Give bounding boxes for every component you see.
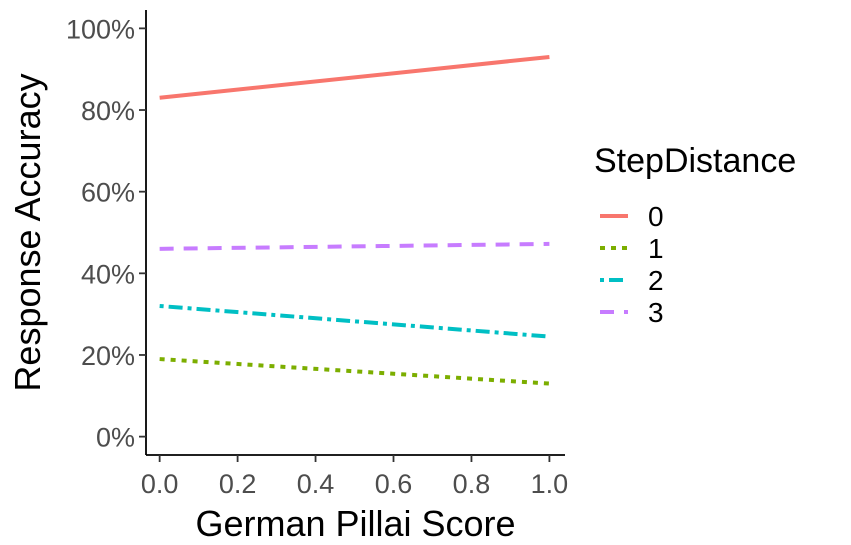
legend-item-1: 1 — [600, 233, 664, 264]
y-tick-label: 20% — [81, 341, 135, 371]
legend-label-1: 1 — [648, 233, 664, 264]
series-line-0 — [159, 54, 550, 100]
y-tick-label: 80% — [81, 96, 135, 126]
axes — [145, 10, 565, 456]
y-tick-label: 0% — [96, 423, 135, 453]
x-tick-label: 0.2 — [219, 469, 257, 499]
x-tick-label: 0.0 — [141, 469, 179, 499]
y-axis-ticks: 0% 20% 40% 60% 80% 100% — [66, 14, 146, 453]
legend-label-3: 3 — [648, 297, 664, 328]
series-line-3 — [159, 241, 550, 251]
series-line-2 — [159, 303, 550, 339]
x-axis-title: German Pillai Score — [195, 503, 515, 544]
x-axis-ticks: 0.0 0.2 0.4 0.6 0.8 1.0 — [141, 455, 568, 499]
y-tick-label: 40% — [81, 259, 135, 289]
series-layer — [159, 54, 550, 386]
legend-title: StepDistance — [594, 142, 796, 180]
series-line-1 — [159, 357, 550, 386]
x-tick-label: 1.0 — [531, 469, 569, 499]
y-tick-label: 100% — [66, 14, 135, 44]
x-tick-label: 0.6 — [375, 469, 413, 499]
legend-label-0: 0 — [648, 201, 664, 232]
y-tick-label: 60% — [81, 178, 135, 208]
y-axis-title: Response Accuracy — [7, 73, 48, 391]
x-tick-label: 0.8 — [453, 469, 491, 499]
legend-item-0: 0 — [600, 201, 664, 232]
legend-item-2: 2 — [600, 265, 664, 296]
legend-label-2: 2 — [648, 265, 664, 296]
x-tick-label: 0.4 — [297, 469, 335, 499]
legend-item-3: 3 — [600, 297, 664, 328]
